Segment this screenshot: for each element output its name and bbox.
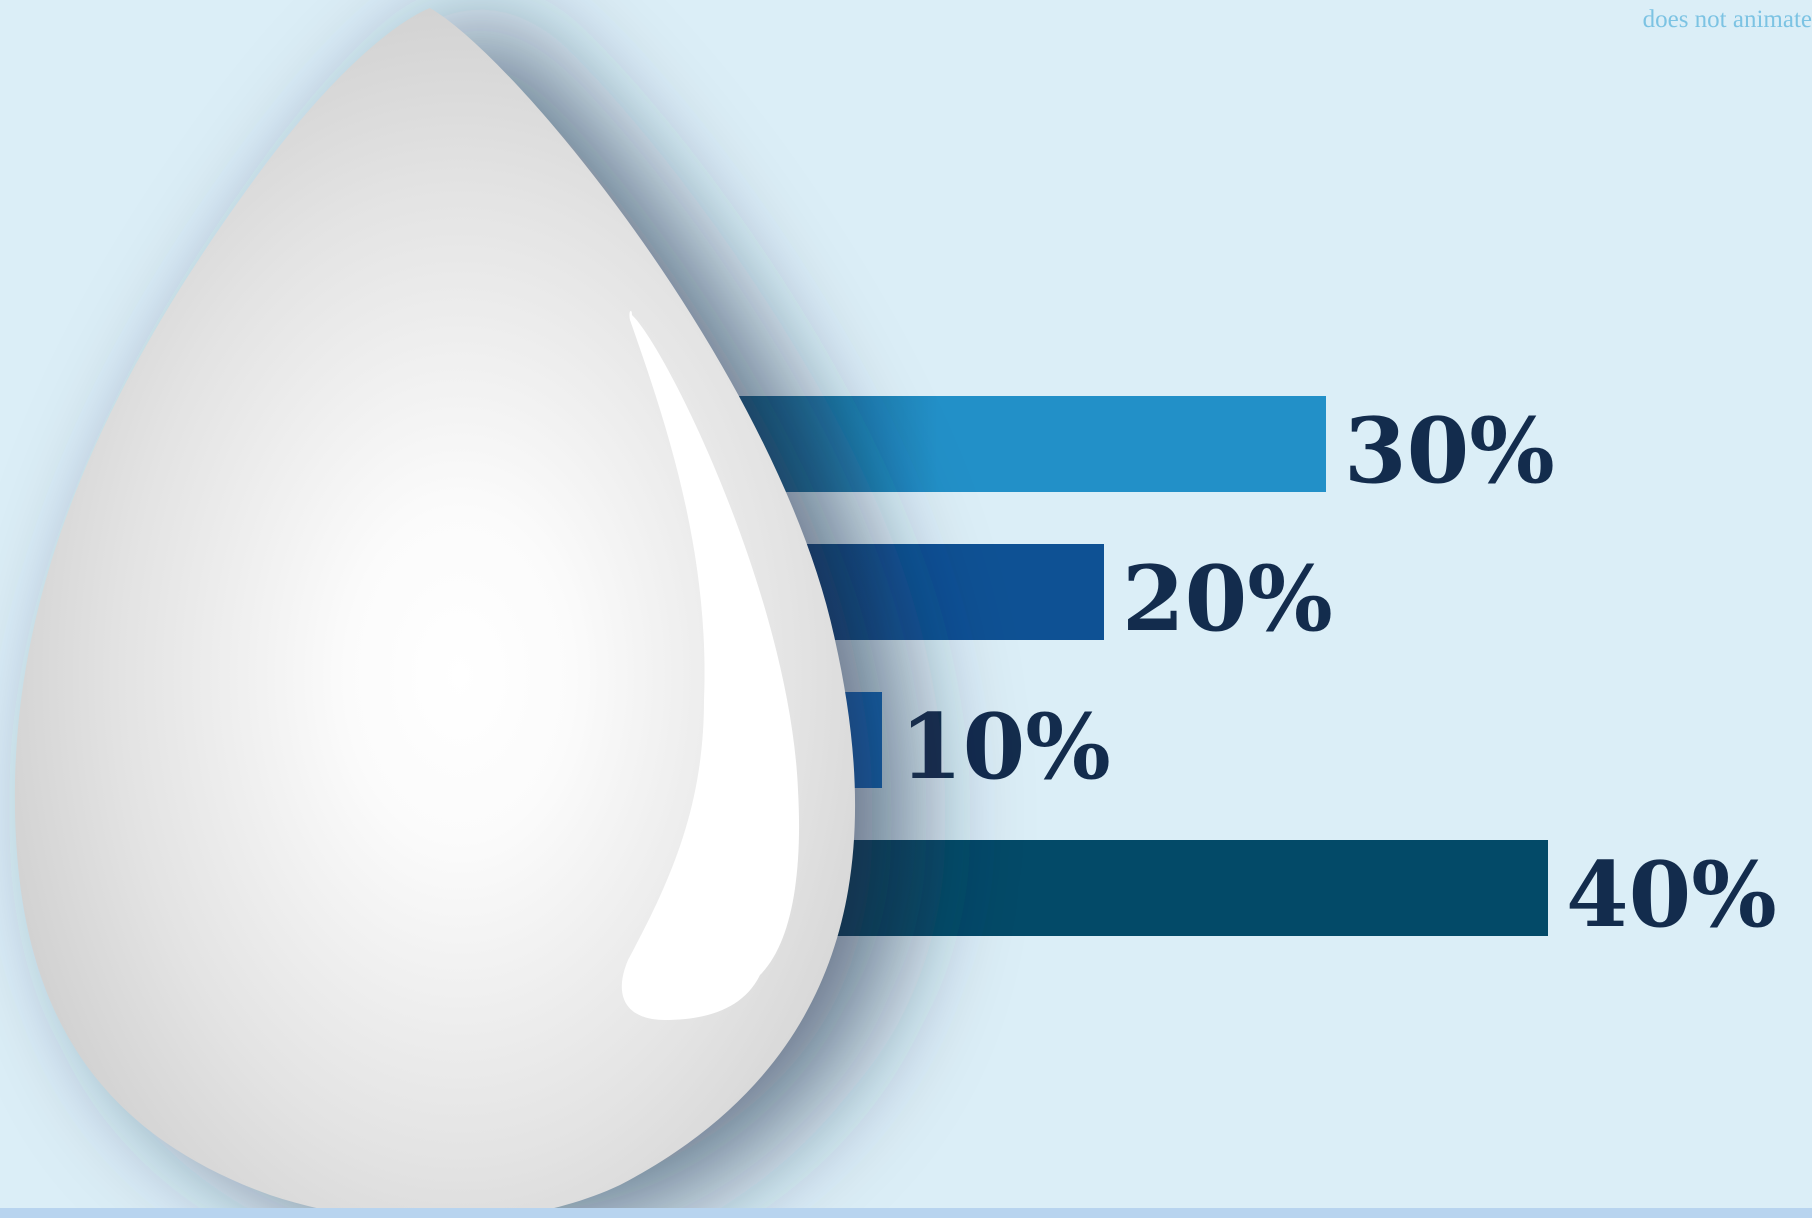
value-label-4: 40% xyxy=(1566,842,1777,948)
animation-note: does not animate xyxy=(1642,6,1812,33)
value-labels-group: 30%20%10% 40% xyxy=(900,398,1777,948)
value-label-2: 20% xyxy=(1122,546,1333,652)
value-label-3: 10% xyxy=(900,694,1111,800)
drop-body xyxy=(14,8,856,1218)
drop-highlight xyxy=(621,310,800,1021)
bottom-strip xyxy=(0,1208,1812,1218)
value-label-1: 30% xyxy=(1344,398,1555,504)
water-drop-icon xyxy=(14,8,856,1218)
